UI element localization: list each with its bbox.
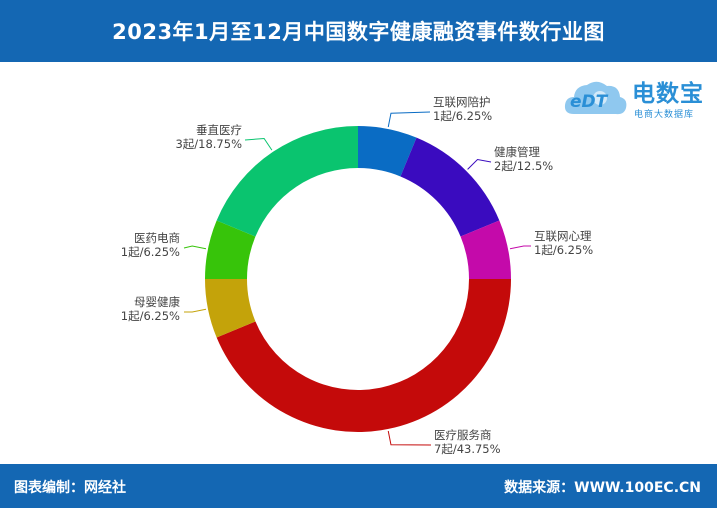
- edt-logo: eDT 电数宝 电商大数据库: [562, 74, 712, 126]
- leader-line: [387, 430, 432, 446]
- slice-name-label: 健康管理: [494, 145, 540, 159]
- slice-value-label: 1起/6.25%: [534, 243, 593, 257]
- chart-title: 2023年1月至12月中国数字健康融资事件数行业图: [112, 20, 605, 44]
- cloud-logo-icon: [564, 81, 627, 115]
- logo-mark: eDT: [570, 92, 608, 112]
- slice-name-label: 互联网心理: [534, 229, 592, 243]
- chart-area: 互联网陪护 1起/6.25% 健康管理 2起/12.5% 互联网心理 1起/6.25% 医疗…: [0, 62, 717, 464]
- donut-chart: 互联网陪护1起/6.25%健康管理2起/12.5%互联网心理1起/6.25%医疗…: [121, 95, 594, 456]
- slice-name-label: 医药电商: [134, 231, 180, 245]
- slice-name-label: 互联网陪护: [433, 95, 491, 109]
- donut-slice: [216, 126, 358, 237]
- leader-line: [509, 245, 532, 250]
- chart-footer: 图表编制：网经社 数据来源：WWW.100EC.CN: [0, 464, 717, 508]
- slice-value-label: 2起/12.5%: [494, 159, 553, 173]
- slice-name-label: 垂直医疗: [196, 123, 242, 137]
- slice-name-label: 母婴健康: [134, 295, 180, 309]
- chart-header: 2023年1月至12月中国数字健康融资事件数行业图: [0, 0, 717, 62]
- leader-line: [244, 137, 273, 151]
- donut-slice: [460, 220, 511, 279]
- leader-line: [467, 158, 492, 170]
- donut-slice: [205, 220, 256, 279]
- footer-credit: 图表编制：网经社: [14, 480, 126, 496]
- slice-value-label: 1起/6.25%: [121, 309, 180, 323]
- slice-name-label: 医疗服务商: [434, 428, 492, 442]
- logo-tagline: 电商大数据库: [634, 110, 695, 120]
- footer-source: 数据来源：WWW.100EC.CN: [504, 480, 701, 496]
- leader-line: [183, 245, 207, 250]
- donut-slice: [358, 126, 417, 177]
- leader-line: [183, 308, 207, 313]
- donut-slice: [205, 279, 256, 338]
- slice-value-label: 3起/18.75%: [175, 137, 242, 151]
- slice-value-label: 1起/6.25%: [121, 245, 180, 259]
- donut-slice: [400, 137, 500, 237]
- slice-value-label: 1起/6.25%: [433, 109, 492, 123]
- logo-name: 电数宝: [632, 81, 704, 107]
- slice-value-label: 7起/43.75%: [434, 442, 501, 456]
- leader-line: [387, 111, 431, 128]
- donut-slice: [216, 279, 512, 432]
